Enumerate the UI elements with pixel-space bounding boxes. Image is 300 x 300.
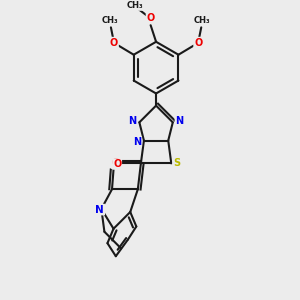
Text: S: S: [173, 158, 180, 168]
Text: N: N: [95, 205, 104, 214]
Text: O: O: [194, 38, 202, 48]
Text: CH₃: CH₃: [127, 1, 144, 10]
Text: O: O: [146, 14, 155, 23]
Text: O: O: [113, 159, 121, 169]
Text: CH₃: CH₃: [194, 16, 210, 25]
Text: O: O: [110, 38, 118, 48]
Text: N: N: [128, 116, 136, 126]
Text: O: O: [112, 158, 120, 168]
Text: CH₃: CH₃: [102, 16, 119, 25]
Text: N: N: [133, 137, 141, 147]
Text: N: N: [176, 116, 184, 126]
